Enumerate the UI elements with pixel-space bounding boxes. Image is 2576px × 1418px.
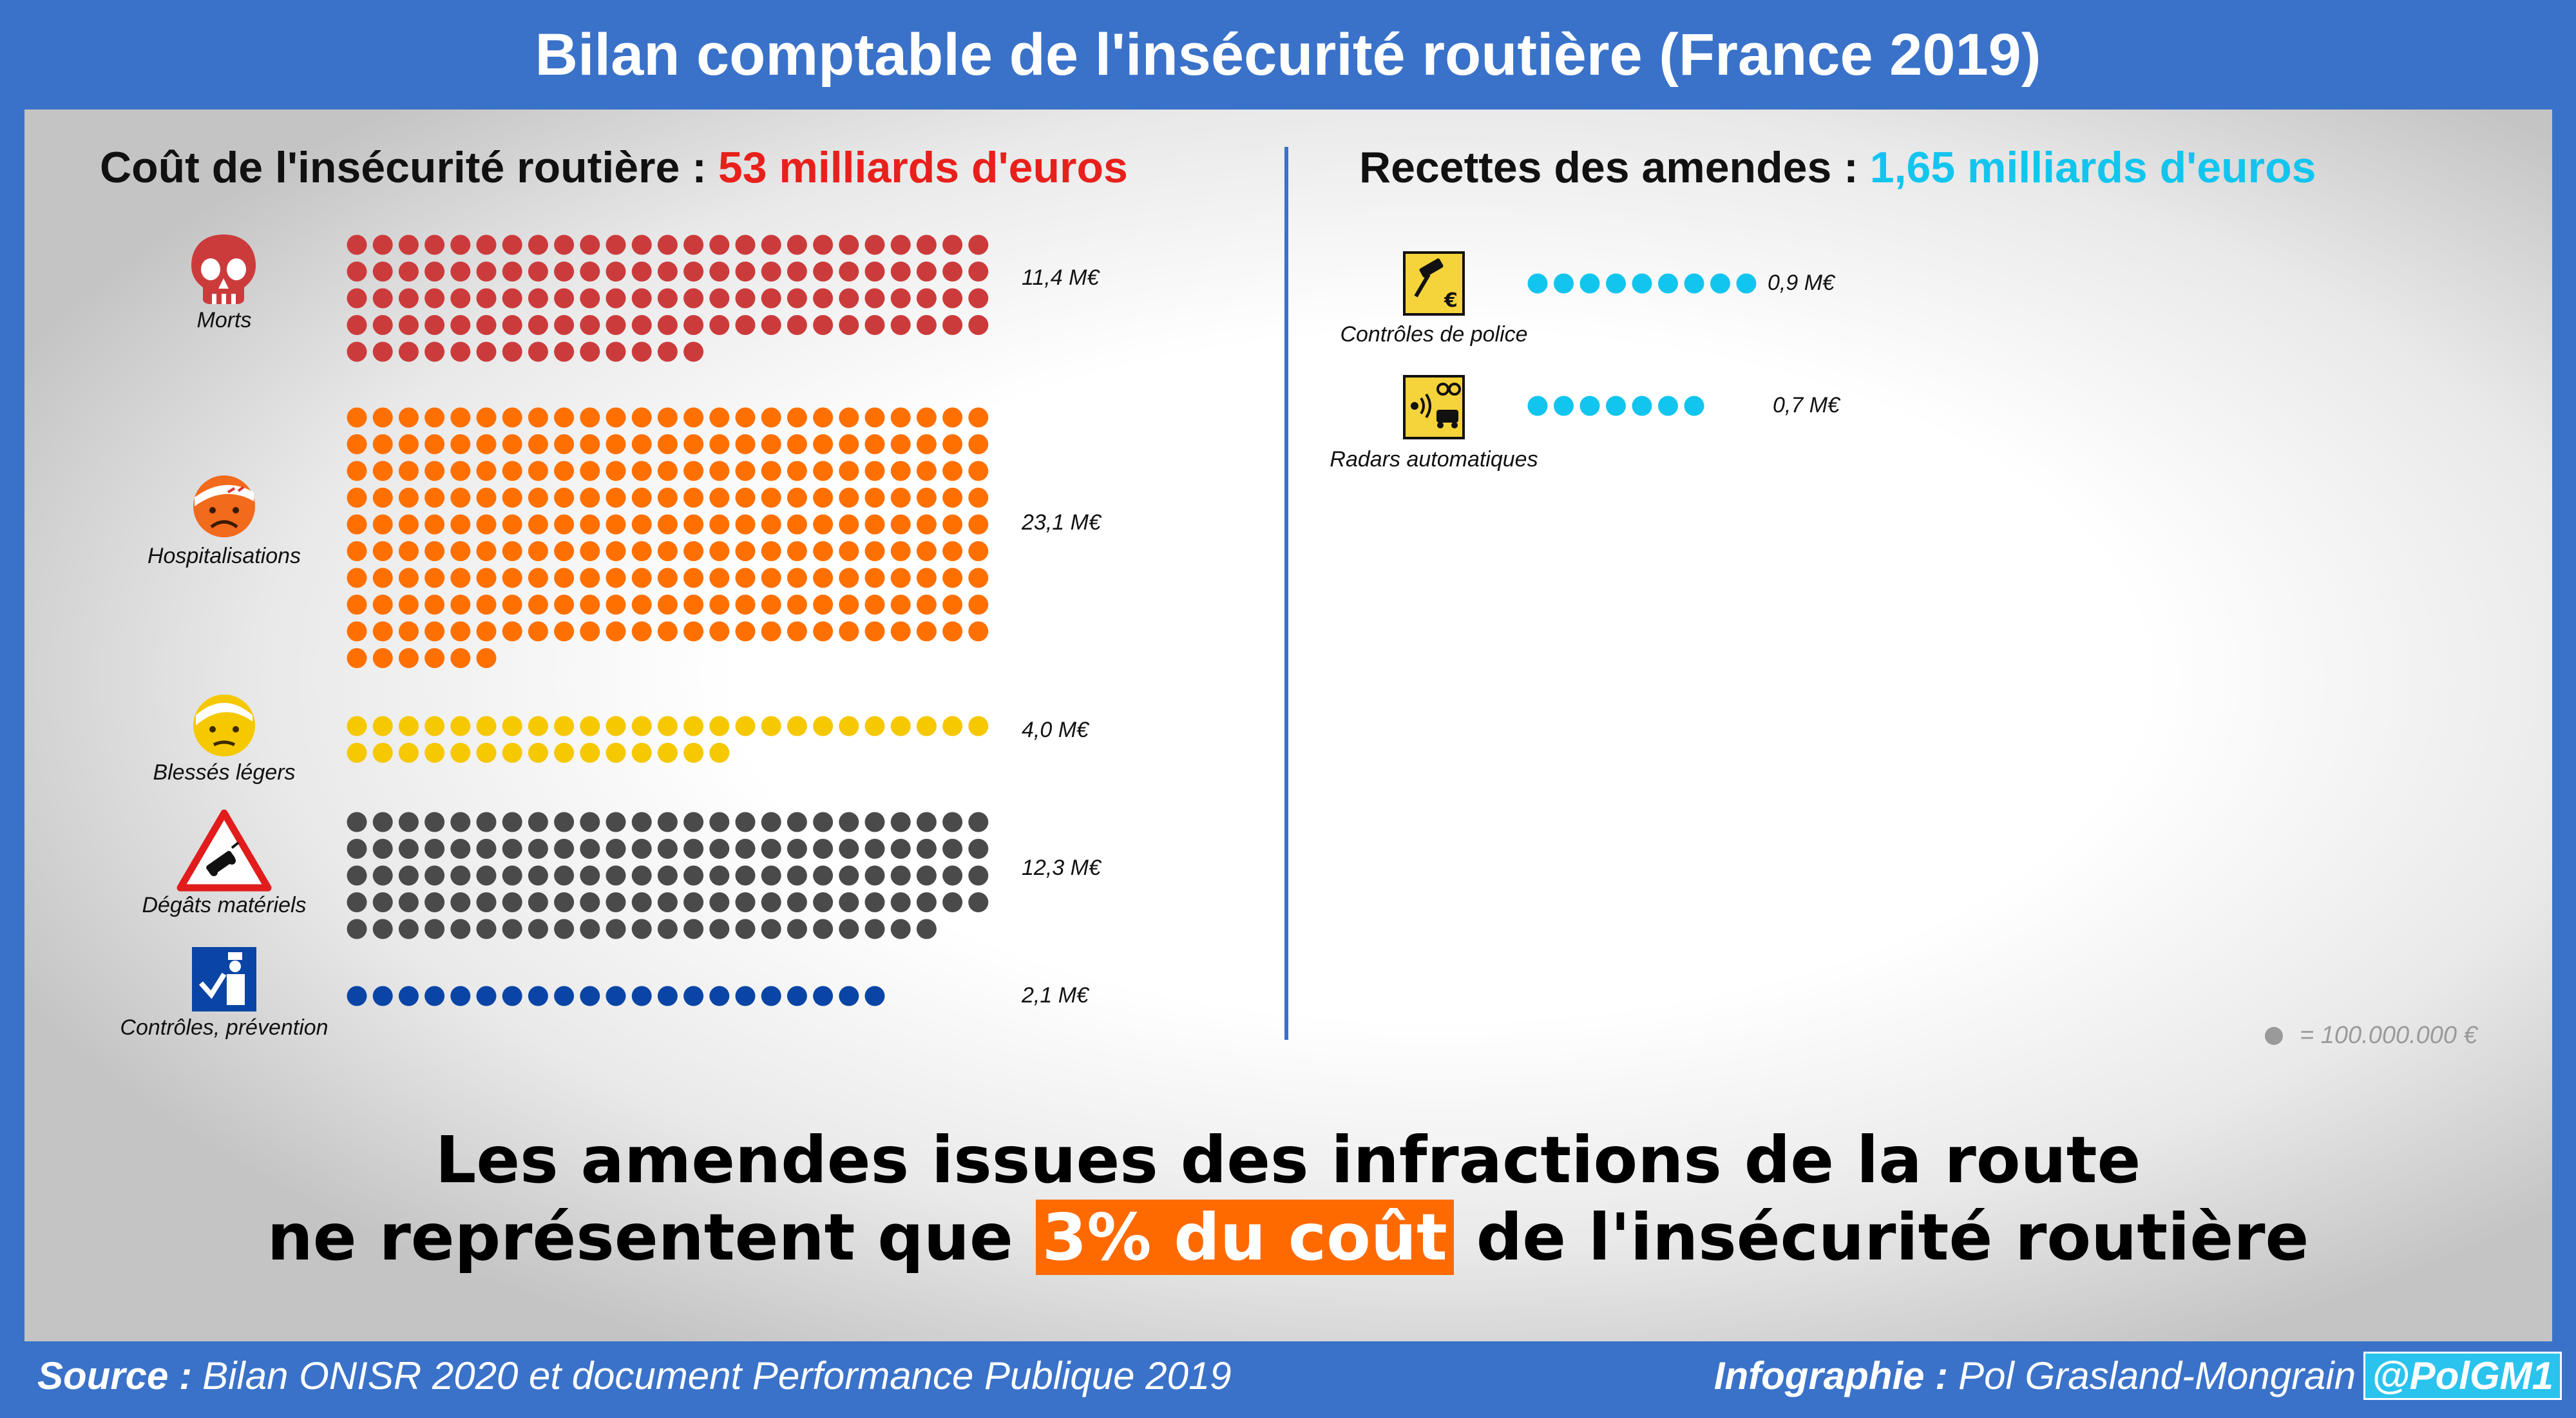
svg-text:€: € <box>1444 289 1458 312</box>
legend-text: = 100.000.000 € <box>2300 1022 2477 1049</box>
value-label-controles-prevention: 2,1 M€ <box>1022 983 1089 1008</box>
skull-icon <box>191 235 256 304</box>
revenue-heading-total: 1,65 milliards d'euros <box>1869 143 2316 192</box>
category-label-degats-materiels: Dégâts matériels <box>142 893 307 917</box>
value-label-blesses-legers: 4,0 M€ <box>1022 718 1089 742</box>
category-label-controles-prevention: Contrôles, prévention <box>120 1015 329 1040</box>
category-label-blesses-legers: Blessés légers <box>153 760 296 785</box>
value-label-morts: 11,4 M€ <box>1022 265 1100 290</box>
category-label-controles-police: Contrôles de police <box>1340 322 1528 347</box>
category-label-hospitalisations: Hospitalisations <box>147 544 301 568</box>
footer-source-text: Bilan ONISR 2020 et document Performance… <box>202 1354 1232 1397</box>
value-label-degats-materiels: 12,3 M€ <box>1022 856 1101 880</box>
legend: = 100.000.000 € <box>2265 1022 2477 1049</box>
cost-heading-label: Coût de l'insécurité routière : <box>100 143 707 192</box>
twitter-handle-link[interactable]: @PolGM1 <box>2363 1351 2562 1400</box>
value-label-radars: 0,7 M€ <box>1773 393 1840 417</box>
category-label-radars: Radars automatiques <box>1330 447 1538 472</box>
speed-camera-icon <box>1403 375 1465 439</box>
page-title: Bilan comptable de l'insécurité routière… <box>535 21 2041 88</box>
cost-heading: Coût de l'insécurité routière : 53 milli… <box>100 142 1128 193</box>
footer-credit-label: Infographie : <box>1713 1354 1949 1397</box>
legend-dot <box>2265 1026 2283 1045</box>
footer-credit: Infographie : Pol Grasland-Mongrain @Pol… <box>1714 1346 2562 1404</box>
bandaged-face-icon <box>193 695 255 756</box>
message-highlight: 3% du coût <box>1035 1200 1454 1275</box>
cost-heading-total: 53 milliards d'euros <box>718 143 1128 192</box>
footer-source-label: Source : <box>37 1354 193 1397</box>
police-control-icon <box>192 947 256 1011</box>
revenue-heading-label: Recettes des amendes : <box>1359 143 1858 192</box>
infographic-panel <box>24 110 2552 1341</box>
bandaged-sad-face-icon <box>193 475 255 537</box>
car-accident-warning-icon <box>177 809 272 892</box>
message-after: de l'insécurité routière <box>1476 1200 2309 1275</box>
value-label-hospitalisations: 23,1 M€ <box>1022 510 1101 535</box>
message-line-2: ne représentent que 3% du coût de l'insé… <box>0 1200 2576 1275</box>
footer-source: Source : Bilan ONISR 2020 et document Pe… <box>37 1346 1232 1404</box>
gavel-euro-icon: € <box>1403 251 1465 316</box>
footer-credit-text: Pol Grasland-Mongrain <box>1958 1354 2356 1397</box>
column-divider <box>1284 147 1288 1040</box>
value-label-controles-police: 0,9 M€ <box>1768 271 1835 295</box>
revenue-heading: Recettes des amendes : 1,65 milliards d'… <box>1359 142 2316 193</box>
message-before: ne représentent que <box>267 1200 1013 1275</box>
message-line-1: Les amendes issues des infractions de la… <box>435 1122 2141 1198</box>
category-label-morts: Morts <box>196 308 252 332</box>
